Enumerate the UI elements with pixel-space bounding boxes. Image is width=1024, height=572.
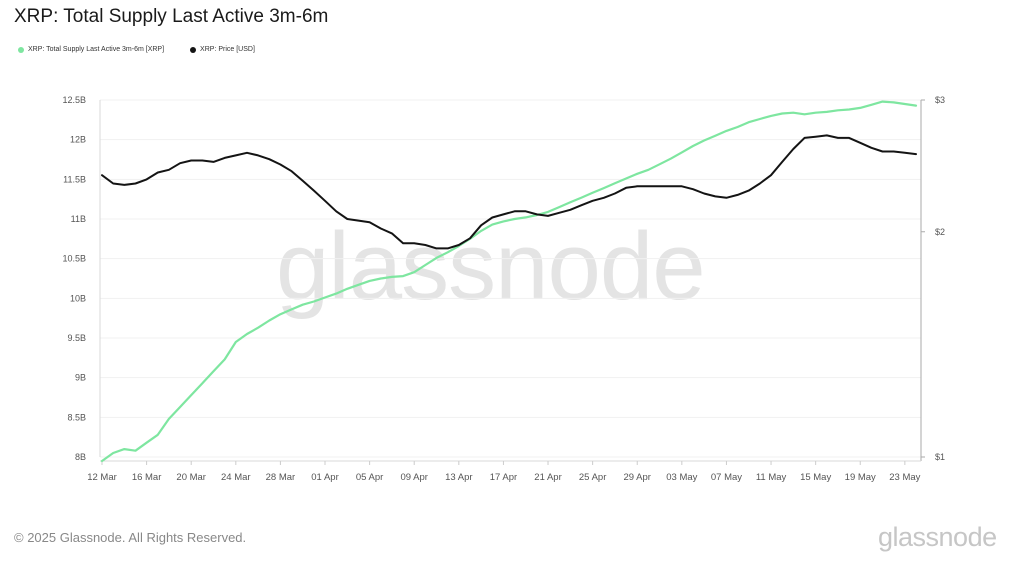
x-tick-label: 07 May	[711, 472, 742, 483]
legend-label-price: XRP: Price [USD]	[200, 46, 255, 53]
x-tick-label: 03 May	[666, 472, 697, 483]
x-tick-label: 09 Apr	[400, 472, 427, 483]
y-right-tick-label: $3	[935, 95, 945, 105]
supply-series-line	[100, 100, 918, 463]
x-tick-label: 25 Apr	[579, 472, 606, 483]
x-tick-label: 01 Apr	[311, 472, 338, 483]
legend-item-supply[interactable]: XRP: Total Supply Last Active 3m-6m [XRP…	[18, 46, 164, 53]
legend-item-price[interactable]: XRP: Price [USD]	[190, 46, 255, 53]
legend-label-supply: XRP: Total Supply Last Active 3m-6m [XRP…	[28, 46, 165, 53]
x-tick-label: 11 May	[756, 472, 787, 483]
y-left-tick-label: 10B	[70, 293, 86, 303]
y-left-tick-label: 9B	[75, 373, 86, 383]
y-left-tick-label: 10.5B	[62, 254, 86, 264]
y-left-tick-label: 12B	[70, 135, 86, 145]
brand-logo: glassnode	[878, 522, 997, 552]
legend-swatch-supply	[18, 46, 24, 53]
x-tick-label: 21 Apr	[534, 472, 561, 483]
chart-title: XRP: Total Supply Last Active 3m-6m	[14, 6, 329, 27]
x-tick-label: 05 Apr	[356, 472, 383, 483]
x-tick-label: 28 Mar	[266, 472, 296, 483]
x-tick-label: 19 May	[845, 472, 876, 483]
y-left-tick-label: 8B	[75, 452, 86, 462]
price-series-line	[101, 134, 917, 250]
x-tick-label: 29 Apr	[623, 472, 650, 483]
y-right-tick-label: $1	[935, 452, 945, 462]
y-left-tick-label: 9.5B	[67, 333, 86, 343]
y-left-tick-label: 11B	[71, 214, 86, 224]
x-tick-label: 24 Mar	[221, 472, 251, 483]
copyright-text: © 2025 Glassnode. All Rights Reserved.	[14, 530, 247, 545]
legend-swatch-price	[190, 46, 197, 53]
x-tick-label: 13 Apr	[445, 472, 472, 483]
y-left-tick-label: 8.5B	[67, 412, 86, 422]
watermark-logo: glassnode	[276, 213, 706, 320]
x-tick-label: 23 May	[889, 472, 920, 483]
y-left-tick-label: 11.5B	[63, 174, 86, 184]
legend: XRP: Total Supply Last Active 3m-6m [XRP…	[18, 46, 255, 53]
x-tick-label: 16 Mar	[132, 472, 162, 483]
chart-canvas: 8B 8.5B 9B 9.5B 10B 10.5B 11B 11.5B 12B 12.5B $1 $2…	[62, 95, 945, 483]
y-right-tick-label: $2	[935, 227, 945, 237]
x-tick-label: 17 Apr	[490, 472, 517, 483]
y-left-tick-label: 12.5B	[62, 95, 86, 105]
x-tick-label: 20 Mar	[176, 472, 206, 483]
x-tick-label: 12 Mar	[87, 472, 117, 483]
x-tick-label: 15 May	[800, 472, 831, 483]
